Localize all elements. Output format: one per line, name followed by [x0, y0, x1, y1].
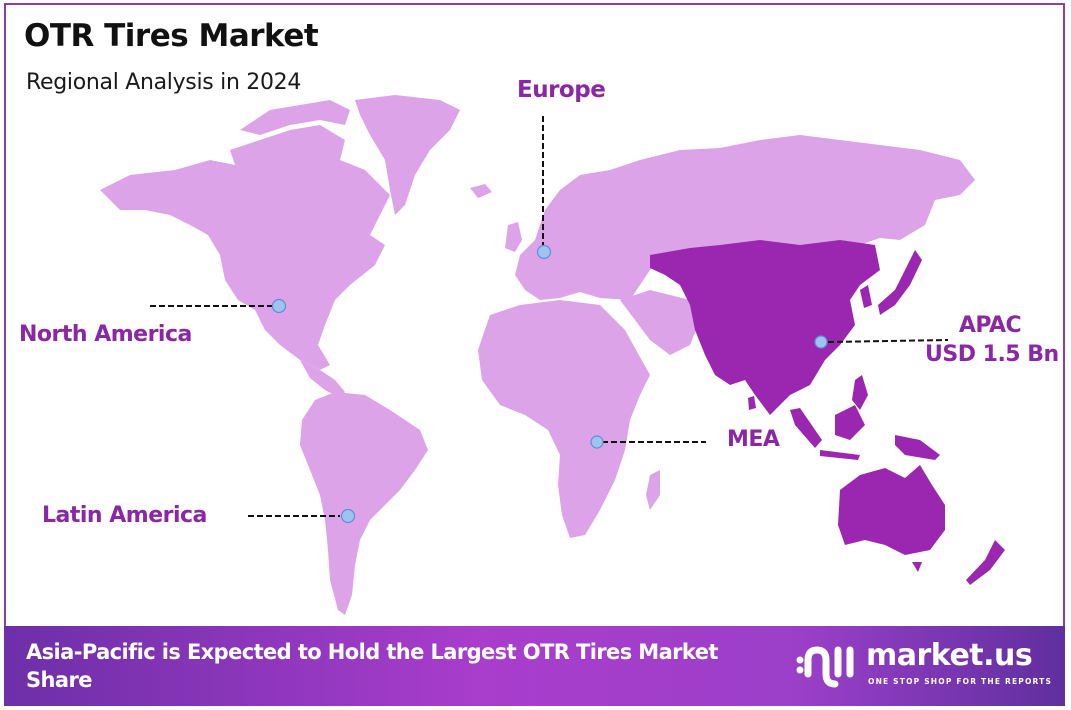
marker-north-america[interactable] [271, 298, 287, 314]
landmass-korea [860, 285, 872, 308]
landmass-tasmania [912, 562, 922, 572]
landmass-java [820, 450, 860, 460]
page-subtitle: Regional Analysis in 2024 [26, 70, 302, 95]
landmass-new-guinea [895, 435, 940, 460]
landmass-sri-lanka [748, 396, 756, 410]
region-label-mea: MEA [727, 427, 780, 452]
landmass-middle-east [620, 290, 700, 355]
landmass-iceland [470, 184, 492, 198]
region-label-europe: Europe [517, 77, 606, 103]
marker-europe[interactable] [536, 244, 552, 260]
landmass-madagascar [646, 470, 660, 510]
landmass-uk [505, 222, 522, 252]
landmass-africa [478, 300, 650, 538]
footer-banner: Asia-Pacific is Expected to Hold the Lar… [4, 626, 1065, 706]
landmass-arctic-islands [240, 100, 350, 135]
footer-headline: Asia-Pacific is Expected to Hold the Lar… [26, 640, 718, 692]
landmass-asia-apac [650, 240, 880, 415]
landmass-greenland [355, 95, 460, 215]
region-label-apac: APAC [958, 313, 1022, 338]
marker-apac[interactable] [814, 335, 828, 349]
connector-lines [150, 116, 949, 517]
world-map [100, 95, 1005, 615]
region-label-latin-america: Latin America [42, 503, 207, 528]
region-markers [271, 244, 828, 524]
landmass-central-america [300, 360, 345, 398]
landmass-australia [838, 465, 945, 555]
marker-latin-america[interactable] [340, 508, 356, 524]
landmass-new-zealand [966, 540, 1005, 585]
brand-name: market.us [866, 638, 1033, 673]
marker-mea[interactable] [590, 435, 604, 449]
landmass-philippines [852, 375, 868, 410]
brand-tagline: ONE STOP SHOP FOR THE REPORTS [868, 677, 1053, 686]
region-label-north-america: North America [19, 322, 192, 347]
region-value-apac: USD 1.5 Bn [925, 342, 1059, 367]
landmass-japan [878, 250, 922, 315]
map-default-regions [100, 95, 975, 615]
landmass-south-america [300, 392, 428, 615]
map-highlighted-apac [650, 240, 1005, 585]
connector-apac [827, 339, 949, 343]
landmass-sumatra [790, 408, 822, 448]
page-title: OTR Tires Market [24, 18, 319, 54]
landmass-borneo [835, 405, 865, 440]
market-us-logo-icon [796, 646, 854, 688]
landmass-eurasia-north [515, 135, 975, 300]
landmass-north-america [100, 125, 390, 370]
